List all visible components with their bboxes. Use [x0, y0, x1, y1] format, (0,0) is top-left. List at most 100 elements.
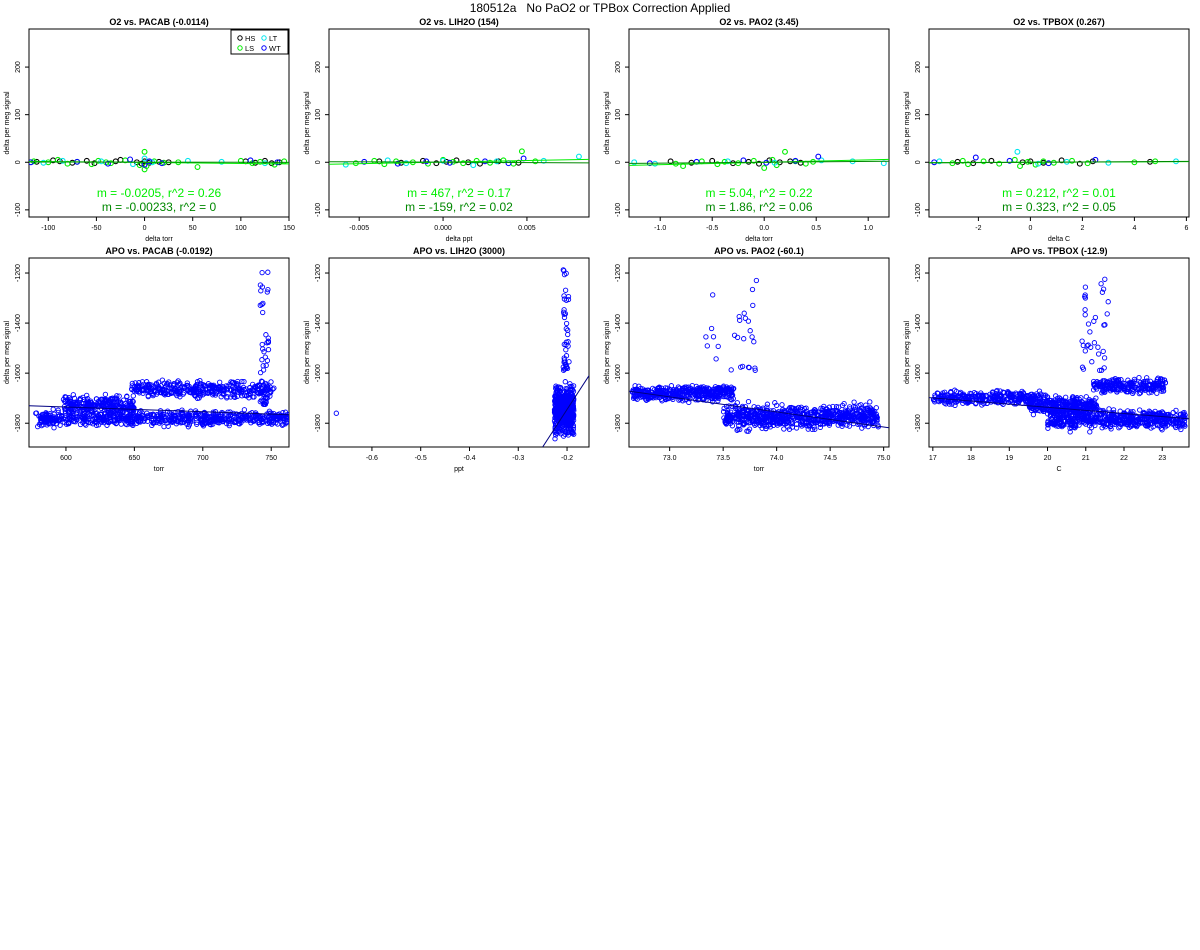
data-point [938, 393, 944, 399]
data-point [257, 282, 264, 288]
data-point [714, 161, 721, 168]
data-point [743, 419, 749, 426]
data-point [40, 159, 47, 166]
data-point [1117, 423, 1123, 430]
data-point [943, 401, 949, 407]
data-point [1107, 424, 1113, 430]
data-point [241, 378, 247, 385]
data-point [238, 390, 244, 396]
data-point [567, 383, 573, 390]
data-point [55, 407, 61, 413]
data-point [724, 410, 730, 416]
data-point [773, 413, 779, 420]
data-point [561, 341, 567, 348]
data-point [936, 158, 943, 165]
data-point [681, 389, 687, 395]
data-point [1132, 384, 1138, 390]
data-point [851, 399, 857, 405]
data-point [112, 158, 119, 165]
data-point [258, 378, 265, 384]
data-point [1182, 423, 1188, 429]
y-tick-label: 200 [315, 61, 322, 73]
x-tick-label: 0 [1028, 225, 1032, 232]
data-point [262, 415, 268, 421]
data-point [243, 386, 249, 392]
panel-title: APO vs. PAO2 (-60.1) [714, 246, 804, 256]
plot-frame [928, 257, 1190, 448]
data-point [168, 417, 174, 423]
data-point [735, 413, 741, 419]
panel-title: O2 vs. TPBOX (0.267) [1013, 17, 1105, 27]
data-point [107, 160, 114, 167]
data-point [180, 391, 186, 397]
data-point [670, 390, 676, 397]
data-point [954, 158, 961, 165]
data-point [987, 395, 994, 401]
data-point [1069, 418, 1075, 425]
data-point [553, 432, 559, 438]
data-point [1092, 314, 1099, 321]
data-point [1047, 409, 1054, 415]
data-point [845, 412, 851, 418]
data-point [103, 400, 109, 406]
data-point [145, 384, 151, 390]
data-point [760, 422, 767, 428]
data-point [796, 415, 803, 421]
data-point [203, 383, 209, 389]
data-point [152, 389, 158, 395]
data-point [724, 386, 730, 392]
data-point [1092, 415, 1098, 421]
y-tick-label: 100 [315, 109, 322, 121]
fit-annotation-hs: m = 0.323, r^2 = 0.05 [1002, 200, 1116, 214]
data-point [1104, 382, 1111, 389]
data-point [944, 392, 950, 398]
data-point [181, 416, 187, 422]
x-axis-label: delta torr [145, 236, 173, 243]
data-point [867, 405, 873, 411]
data-point [1031, 397, 1037, 403]
data-point [1044, 394, 1050, 400]
data-point [566, 359, 572, 365]
x-tick-label: -0.6 [366, 455, 378, 462]
data-point [284, 416, 289, 422]
data-point [666, 388, 672, 394]
data-point [1099, 425, 1105, 431]
data-point [568, 390, 574, 396]
data-point [95, 157, 102, 164]
data-point [745, 364, 752, 370]
data-point [789, 421, 795, 427]
data-point [701, 388, 707, 394]
y-axis-label: delta per meg signal [604, 91, 611, 154]
data-point [560, 367, 567, 373]
data-point [552, 401, 559, 408]
data-point [342, 161, 349, 168]
data-point [153, 381, 160, 388]
data-point [105, 160, 111, 167]
data-point [164, 381, 170, 387]
data-point [818, 157, 825, 164]
data-point [260, 367, 267, 373]
data-point [749, 286, 756, 293]
data-point [1158, 412, 1164, 418]
data-point [371, 157, 378, 164]
data-point [749, 409, 755, 415]
data-point [952, 395, 958, 401]
fit-annotation-ls: m = 467, r^2 = 0.17 [407, 186, 511, 200]
data-point [1045, 425, 1051, 431]
data-point [808, 420, 815, 426]
data-point [158, 418, 165, 425]
x-tick-label: -50 [91, 225, 101, 232]
data-point [793, 406, 800, 412]
data-point [1053, 393, 1059, 399]
data-point [847, 413, 853, 419]
data-point [225, 383, 231, 390]
data-point [826, 422, 833, 428]
y-tick-label: -1200 [15, 264, 22, 282]
data-point [744, 428, 750, 434]
data-point [841, 400, 847, 407]
data-point [57, 422, 63, 428]
data-point [1079, 364, 1086, 370]
data-point [164, 408, 171, 414]
data-point [259, 269, 265, 276]
data-point [554, 384, 560, 391]
